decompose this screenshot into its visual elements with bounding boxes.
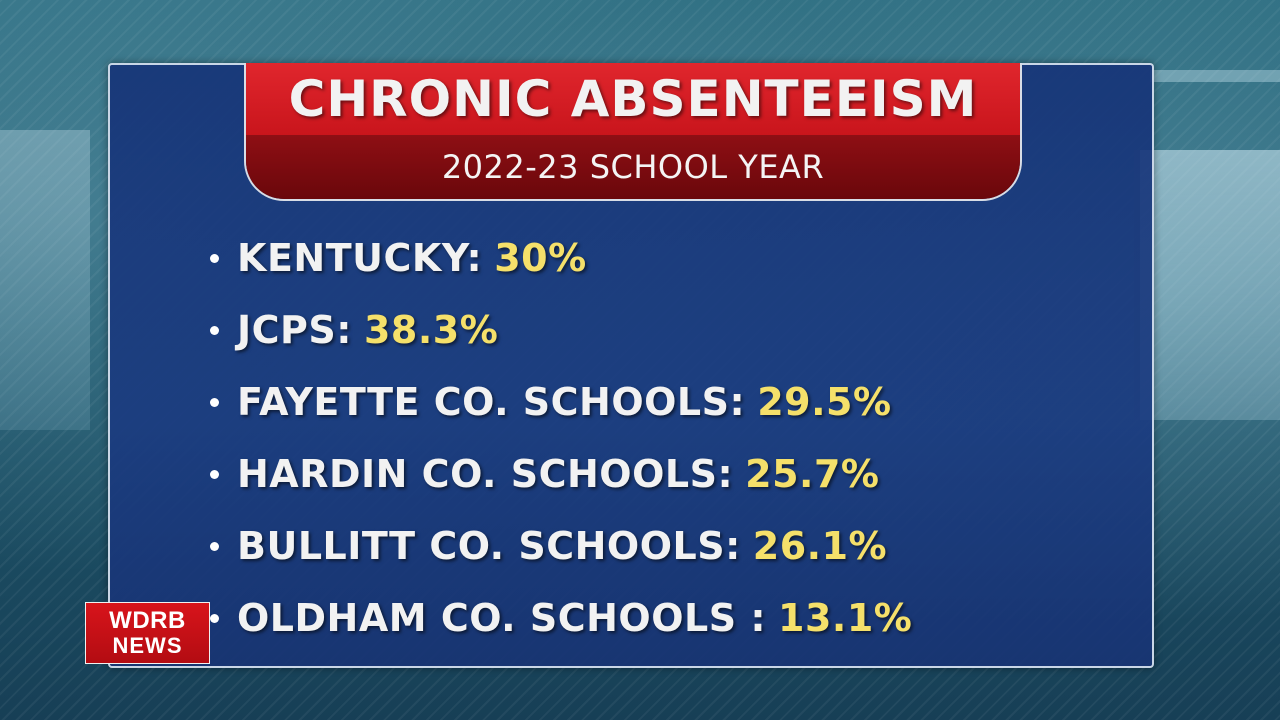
list-item-fayette: FAYETTE CO. SCHOOLS: 29.5% [210, 366, 912, 438]
list-item-kentucky: KENTUCKY: 30% [210, 222, 912, 294]
page-title: CHRONIC ABSENTEEISM [288, 70, 978, 128]
item-label: OLDHAM CO. SCHOOLS : [237, 596, 767, 640]
logo-line-2: NEWS [112, 633, 183, 658]
absenteeism-list: KENTUCKY: 30% JCPS: 38.3% FAYETTE CO. SC… [210, 222, 912, 654]
bullet-icon [210, 541, 219, 551]
header-subtitle-bar: 2022-23 SCHOOL YEAR [246, 135, 1020, 199]
header-title-bar: CHRONIC ABSENTEEISM [246, 63, 1020, 135]
background-light-bar [1150, 70, 1280, 82]
item-value: 29.5% [757, 380, 892, 424]
list-item-bullitt: BULLITT CO. SCHOOLS: 26.1% [210, 510, 912, 582]
item-value: 25.7% [745, 452, 880, 496]
item-label: BULLITT CO. SCHOOLS: [237, 524, 741, 568]
item-label: FAYETTE CO. SCHOOLS: [237, 380, 746, 424]
wdrb-news-logo: WDRB NEWS [85, 602, 210, 664]
header-banner: CHRONIC ABSENTEEISM 2022-23 SCHOOL YEAR [244, 63, 1022, 201]
list-item-hardin: HARDIN CO. SCHOOLS: 25.7% [210, 438, 912, 510]
bullet-icon [210, 397, 219, 407]
bullet-icon [210, 469, 219, 479]
item-value: 26.1% [752, 524, 888, 568]
item-label: HARDIN CO. SCHOOLS: [237, 452, 734, 496]
item-label: JCPS: [237, 308, 352, 352]
bullet-icon [210, 325, 219, 335]
item-value: 38.3% [363, 308, 499, 352]
page-subtitle: 2022-23 SCHOOL YEAR [441, 148, 825, 186]
background-window-right [1134, 150, 1280, 420]
list-item-jcps: JCPS: 38.3% [210, 294, 912, 366]
item-value: 13.1% [778, 596, 913, 640]
bullet-icon [210, 613, 219, 623]
list-item-oldham: OLDHAM CO. SCHOOLS : 13.1% [210, 582, 912, 654]
logo-line-1: WDRB [109, 607, 186, 634]
bullet-icon [210, 253, 219, 263]
item-label: KENTUCKY: [237, 236, 483, 280]
item-value: 30% [494, 236, 587, 280]
background-window-left [0, 130, 90, 430]
